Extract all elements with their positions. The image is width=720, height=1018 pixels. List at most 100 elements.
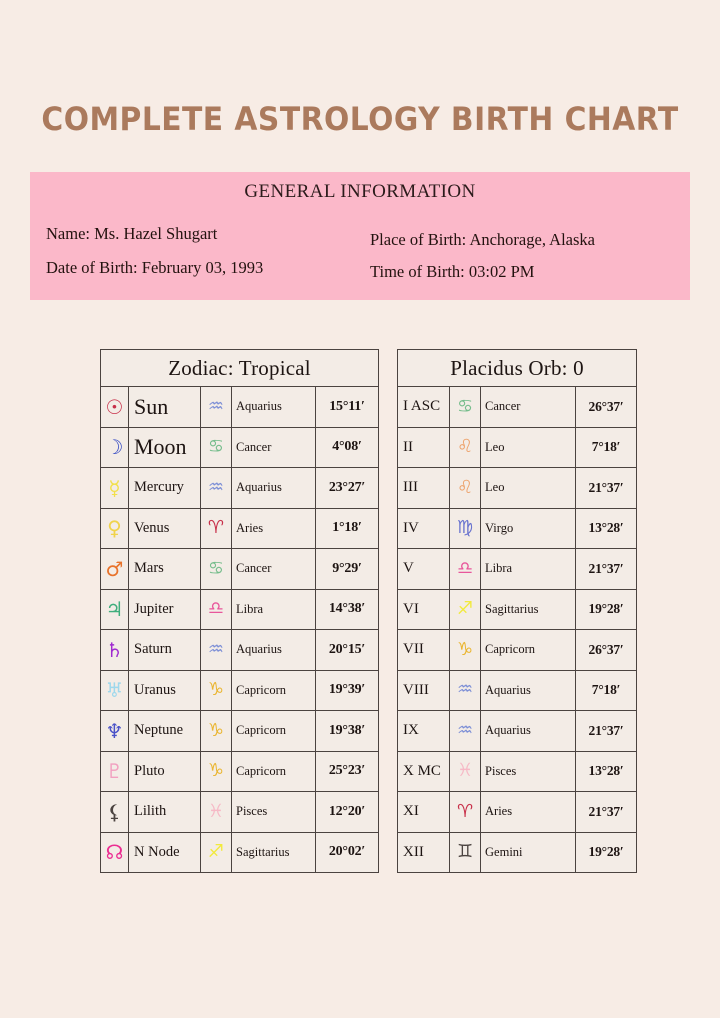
table-row: VII ♑ Capricorn 26°37′ bbox=[397, 629, 638, 671]
planet-name: N Node bbox=[128, 831, 201, 873]
virgo-sign-icon: ♍ bbox=[449, 507, 482, 549]
house-cusps-table: Placidus Orb: 0 I ASC ♋ Cancer 26°37′ II ♌ Leo… bbox=[397, 349, 638, 873]
sign-name: Pisces bbox=[480, 750, 577, 792]
degree-value: 21°37′ bbox=[575, 791, 638, 833]
degree-value: 20°02′ bbox=[314, 831, 380, 873]
sign-name: Aries bbox=[231, 507, 316, 549]
sign-name: Aquarius bbox=[480, 710, 577, 752]
info-name: Name: Ms. Hazel Shugart bbox=[46, 224, 218, 243]
table-row: III ♌ Leo 21°37′ bbox=[397, 467, 638, 509]
degree-value: 19°38′ bbox=[314, 710, 380, 752]
sign-name: Sagittarius bbox=[231, 831, 316, 873]
degree-value: 19°28′ bbox=[575, 588, 638, 630]
degree-value: 12°20′ bbox=[314, 791, 380, 833]
general-information-panel: GENERAL INFORMATION Name: Ms. Hazel Shug… bbox=[30, 172, 690, 300]
planet-name: Jupiter bbox=[128, 588, 201, 630]
page-title: COMPLETE ASTROLOGY BIRTH CHART bbox=[41, 100, 679, 138]
table-row: IV ♍ Virgo 13°28′ bbox=[397, 507, 638, 549]
house-label: II bbox=[397, 426, 451, 468]
table-row: VIII ♒ Aquarius 7°18′ bbox=[397, 669, 638, 711]
sign-name: Capricorn bbox=[480, 629, 577, 671]
sagittarius-sign-icon: ♐ bbox=[200, 831, 232, 873]
degree-value: 20°15′ bbox=[314, 629, 380, 671]
house-label: X MC bbox=[397, 750, 451, 792]
aquarius-sign-icon: ♒ bbox=[200, 467, 232, 509]
planet-name: Neptune bbox=[128, 710, 201, 752]
sign-name: Cancer bbox=[231, 548, 316, 590]
house-label: VI bbox=[397, 588, 451, 630]
capricorn-sign-icon: ♑ bbox=[200, 750, 232, 792]
chart-tables: Zodiac: Tropical ☉ Sun ♒ Aquarius 15°11′ ☽ Moo… bbox=[99, 349, 638, 873]
table-row: ♄ Saturn ♒ Aquarius 20°15′ bbox=[100, 629, 380, 671]
moon-icon: ☽ bbox=[100, 426, 129, 468]
degree-value: 7°18′ bbox=[575, 426, 638, 468]
sign-name: Capricorn bbox=[231, 710, 316, 752]
sign-name: Aquarius bbox=[231, 629, 316, 671]
table-row: XII ♊ Gemini 19°28′ bbox=[397, 831, 638, 873]
sun-icon: ☉ bbox=[100, 386, 129, 428]
sign-name: Leo bbox=[480, 467, 577, 509]
table-row: ⚸ Lilith ♓ Pisces 12°20′ bbox=[100, 791, 380, 833]
planet-name: Venus bbox=[128, 507, 201, 549]
house-label: V bbox=[397, 548, 451, 590]
general-information-heading: GENERAL INFORMATION bbox=[244, 181, 476, 202]
table-row: VI ♐ Sagittarius 19°28′ bbox=[397, 588, 638, 630]
planet-name: Mars bbox=[128, 548, 201, 590]
house-label: I ASC bbox=[397, 386, 451, 428]
jupiter-icon: ♃ bbox=[100, 588, 129, 630]
degree-value: 7°18′ bbox=[575, 669, 638, 711]
house-label: VIII bbox=[397, 669, 451, 711]
planet-name: Uranus bbox=[128, 669, 201, 711]
cancer-sign-icon: ♋ bbox=[200, 548, 232, 590]
house-table-header-row: Placidus Orb: 0 bbox=[397, 349, 638, 387]
planet-name: Sun bbox=[128, 386, 201, 428]
table-row: XI ♈ Aries 21°37′ bbox=[397, 791, 638, 833]
degree-value: 26°37′ bbox=[575, 629, 638, 671]
mars-icon: ♂ bbox=[100, 548, 129, 590]
aries-sign-icon: ♈ bbox=[449, 791, 482, 833]
info-time-of-birth: Time of Birth: 03:02 PM bbox=[370, 262, 535, 281]
table-row: IX ♒ Aquarius 21°37′ bbox=[397, 710, 638, 752]
degree-value: 19°39′ bbox=[314, 669, 380, 711]
table-row: II ♌ Leo 7°18′ bbox=[397, 426, 638, 468]
venus-icon: ♀ bbox=[100, 507, 129, 549]
sign-name: Capricorn bbox=[231, 750, 316, 792]
table-row: ☿ Mercury ♒ Aquarius 23°27′ bbox=[100, 467, 380, 509]
aquarius-sign-icon: ♒ bbox=[200, 629, 232, 671]
sagittarius-sign-icon: ♐ bbox=[449, 588, 482, 630]
planet-name: Moon bbox=[128, 426, 201, 468]
capricorn-sign-icon: ♑ bbox=[200, 710, 232, 752]
planet-positions-table: Zodiac: Tropical ☉ Sun ♒ Aquarius 15°11′ ☽ Moo… bbox=[99, 349, 380, 873]
cancer-sign-icon: ♋ bbox=[449, 386, 482, 428]
sign-name: Capricorn bbox=[231, 669, 316, 711]
planet-table-header-row: Zodiac: Tropical bbox=[99, 349, 380, 387]
aquarius-sign-icon: ♒ bbox=[449, 710, 482, 752]
sign-name: Cancer bbox=[231, 426, 316, 468]
table-row: ☊ N Node ♐ Sagittarius 20°02′ bbox=[100, 831, 380, 873]
table-row: X MC ♓ Pisces 13°28′ bbox=[397, 750, 638, 792]
lilith-icon: ⚸ bbox=[100, 791, 129, 833]
sign-name: Aquarius bbox=[231, 467, 316, 509]
table-row: V ♎ Libra 21°37′ bbox=[397, 548, 638, 590]
libra-sign-icon: ♎ bbox=[200, 588, 232, 630]
degree-value: 21°37′ bbox=[575, 548, 638, 590]
table-row: I ASC ♋ Cancer 26°37′ bbox=[397, 386, 638, 428]
degree-value: 1°18′ bbox=[314, 507, 380, 549]
aquarius-sign-icon: ♒ bbox=[200, 386, 232, 428]
sign-name: Leo bbox=[480, 426, 577, 468]
sign-name: Sagittarius bbox=[480, 588, 577, 630]
table-row: ♂ Mars ♋ Cancer 9°29′ bbox=[100, 548, 380, 590]
degree-value: 21°37′ bbox=[575, 467, 638, 509]
degree-value: 23°27′ bbox=[314, 467, 380, 509]
sign-name: Gemini bbox=[480, 831, 577, 873]
house-label: VII bbox=[397, 629, 451, 671]
degree-value: 9°29′ bbox=[314, 548, 380, 590]
zodiac-header: Zodiac: Tropical bbox=[99, 349, 380, 387]
sign-name: Cancer bbox=[480, 386, 577, 428]
neptune-icon: ♆ bbox=[100, 710, 129, 752]
degree-value: 25°23′ bbox=[314, 750, 380, 792]
info-place-of-birth: Place of Birth: Anchorage, Alaska bbox=[370, 230, 595, 249]
sign-name: Aquarius bbox=[480, 669, 577, 711]
libra-sign-icon: ♎ bbox=[449, 548, 482, 590]
table-row: ♅ Uranus ♑ Capricorn 19°39′ bbox=[100, 669, 380, 711]
